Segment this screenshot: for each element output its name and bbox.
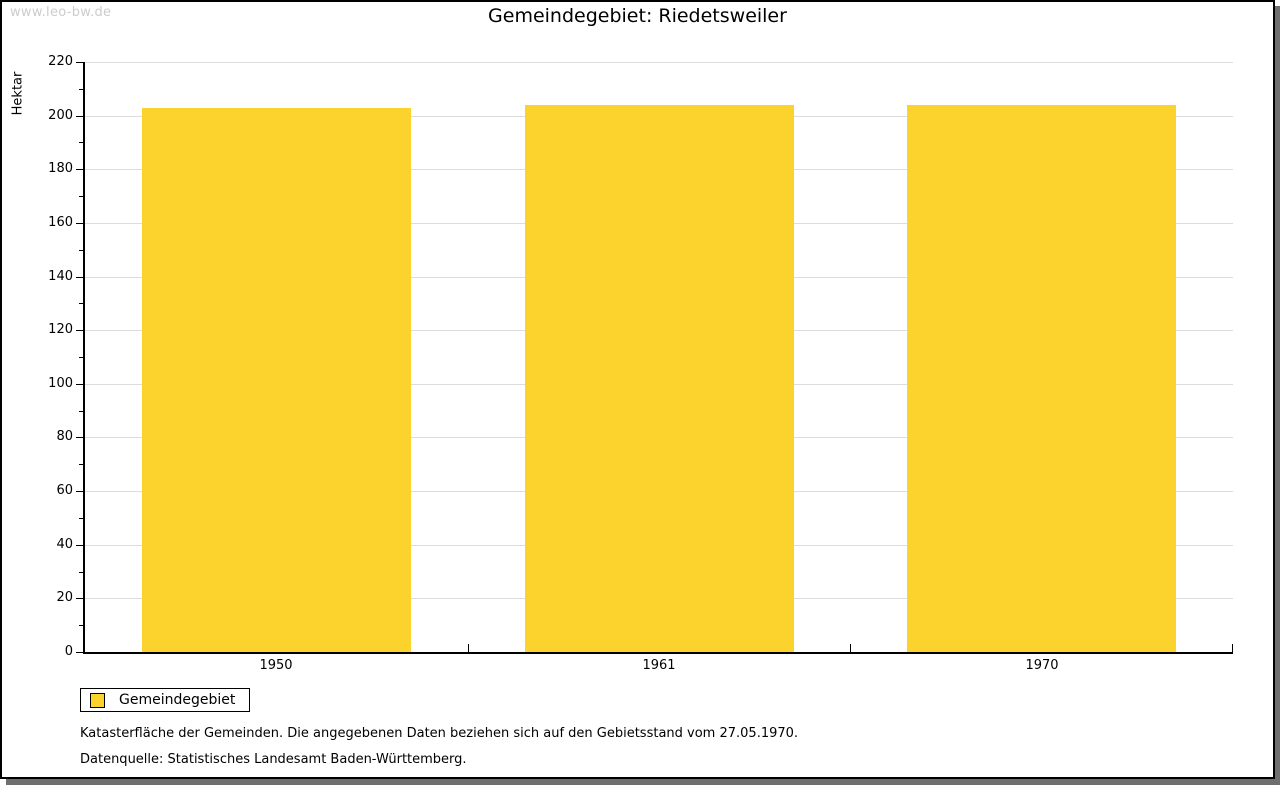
- footnote-source: Datenquelle: Statistisches Landesamt Bad…: [80, 752, 467, 767]
- y-tick-140: [76, 277, 83, 278]
- y-tick-70: [79, 464, 83, 465]
- y-tick-10: [79, 625, 83, 626]
- watermark: www.leo-bw.de: [10, 5, 112, 20]
- bar-1950: [142, 108, 411, 652]
- y-tick-160: [76, 223, 83, 224]
- y-tick-label-80: 80: [56, 429, 73, 444]
- chart-title: Gemeindegebiet: Riedetsweiler: [488, 5, 787, 27]
- y-tick-0: [76, 652, 83, 653]
- y-tick-label-100: 100: [48, 376, 73, 391]
- y-tick-110: [79, 357, 83, 358]
- x-label-1961: 1961: [642, 658, 676, 673]
- y-tick-190: [79, 142, 83, 143]
- bar-1961: [525, 105, 794, 652]
- y-tick-30: [79, 572, 83, 573]
- y-tick-label-20: 20: [56, 590, 73, 605]
- y-tick-label-200: 200: [48, 108, 73, 123]
- y-tick-220: [76, 62, 83, 63]
- x-label-1950: 1950: [259, 658, 293, 673]
- legend: Gemeindegebiet: [80, 688, 251, 712]
- legend-label: Gemeindegebiet: [119, 692, 236, 708]
- x-tick-3: [1232, 644, 1233, 652]
- y-tick-90: [79, 411, 83, 412]
- gridline-220: [85, 62, 1233, 63]
- y-tick-170: [79, 196, 83, 197]
- y-tick-50: [79, 518, 83, 519]
- y-tick-180: [76, 169, 83, 170]
- x-label-1970: 1970: [1025, 658, 1059, 673]
- y-tick-label-160: 160: [48, 215, 73, 230]
- y-tick-label-220: 220: [48, 54, 73, 69]
- y-tick-150: [79, 250, 83, 251]
- y-tick-100: [76, 384, 83, 385]
- y-tick-120: [76, 330, 83, 331]
- y-tick-label-0: 0: [64, 644, 73, 659]
- x-tick-1: [468, 644, 469, 652]
- y-tick-20: [76, 598, 83, 599]
- y-tick-label-140: 140: [48, 269, 73, 284]
- y-tick-label-40: 40: [56, 537, 73, 552]
- legend-swatch-icon: [90, 692, 105, 708]
- y-tick-130: [79, 303, 83, 304]
- x-tick-2: [850, 644, 851, 652]
- footnote-description: Katasterfläche der Gemeinden. Die angege…: [80, 726, 799, 741]
- y-tick-80: [76, 437, 83, 438]
- y-tick-210: [79, 89, 83, 90]
- y-tick-60: [76, 491, 83, 492]
- y-tick-200: [76, 116, 83, 117]
- plot-area: 0 20 40 60 80 100 120 140 160 180 200 220 1950 1961 19…: [48, 55, 1233, 673]
- y-tick-label-120: 120: [48, 322, 73, 337]
- y-tick-label-60: 60: [56, 483, 73, 498]
- y-tick-40: [76, 545, 83, 546]
- bar-1970: [907, 105, 1176, 652]
- y-tick-label-180: 180: [48, 161, 73, 176]
